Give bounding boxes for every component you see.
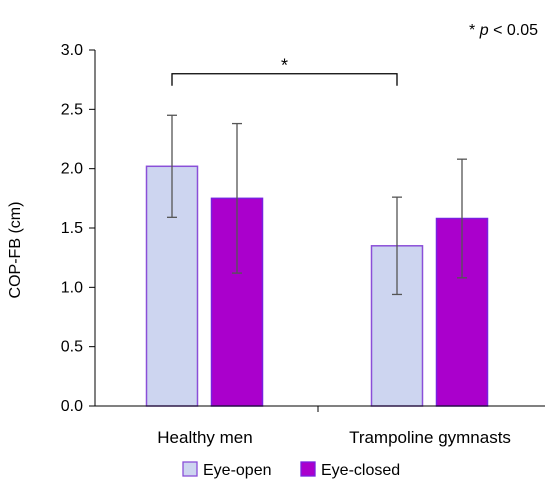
x-axis: Healthy men Trampoline gymnasts: [95, 405, 545, 447]
legend-label: Eye-open: [203, 462, 272, 479]
y-tick-label: 0.5: [61, 339, 83, 356]
significance-marker: *: [281, 56, 288, 76]
y-tick-label: 0.0: [61, 398, 83, 415]
note-p: p: [479, 22, 489, 39]
legend-swatch: [182, 461, 198, 477]
significance-line: [171, 73, 398, 86]
y-axis-title: COP-FB (cm): [7, 202, 24, 299]
legend: Eye-open Eye-closed: [182, 461, 400, 479]
significance-bracket: *: [171, 56, 398, 86]
error-bars: [167, 114, 467, 296]
category-label: Healthy men: [157, 428, 252, 447]
y-tick-label: 1.0: [61, 279, 83, 296]
bars: [145, 165, 489, 407]
note-text: < 0.05: [493, 22, 538, 39]
legend-label: Eye-closed: [321, 462, 400, 479]
note-star: *: [469, 22, 475, 39]
category-label: Trampoline gymnasts: [349, 428, 511, 447]
y-tick-label: 2.5: [61, 101, 83, 118]
y-tick-label: 2.0: [61, 161, 83, 178]
legend-swatch: [300, 461, 316, 477]
significance-note: * p < 0.05: [469, 22, 538, 39]
y-tick-label: 3.0: [61, 42, 83, 59]
bar: [435, 217, 489, 407]
y-tick-label: 1.5: [61, 220, 83, 237]
y-axis: 0.0 0.5 1.0 1.5 2.0 2.5 3.0: [61, 42, 96, 415]
